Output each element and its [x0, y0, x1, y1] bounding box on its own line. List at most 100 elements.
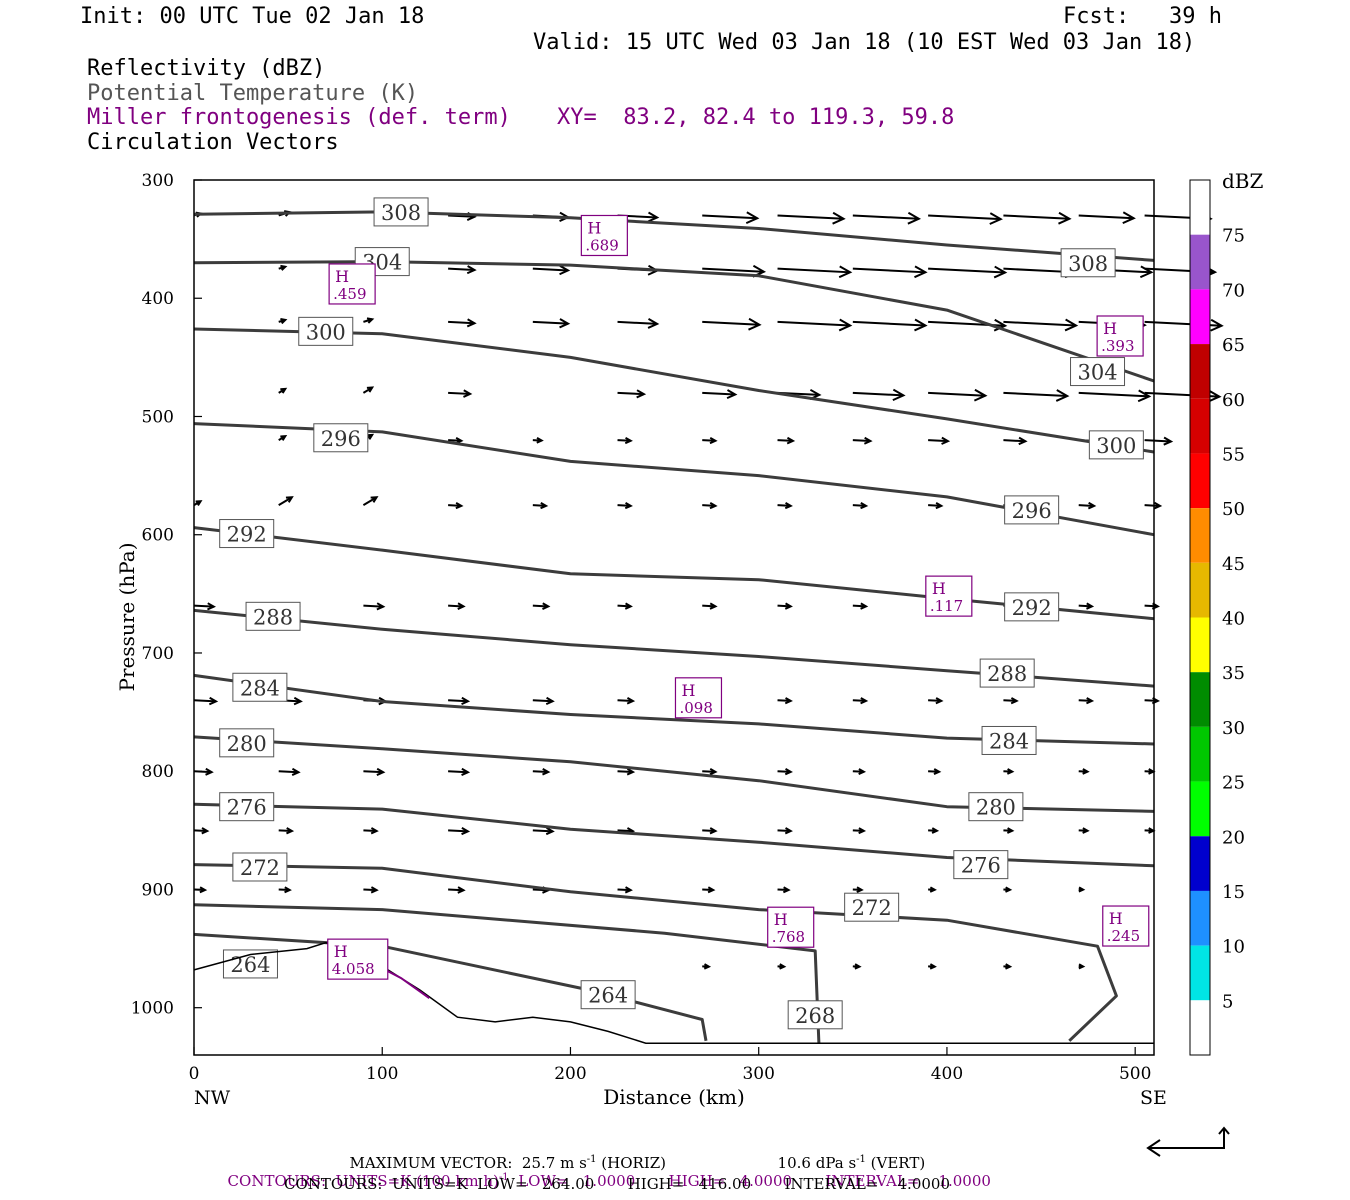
y-tick-label: 900 [142, 880, 174, 900]
frontogenesis-max-box [580, 214, 628, 257]
frontogenesis-max-label: H [681, 681, 695, 700]
contour-label-box [1070, 357, 1126, 387]
contours-fronto-b: LOW= 1.0000 HIGH= 4.0000 INTERVAL= 1.000… [508, 1172, 991, 1190]
contour-label-box [1060, 248, 1116, 278]
circulation-vector [617, 436, 633, 445]
colorbar-level: 30 [1222, 718, 1245, 739]
contour-label: 296 [1012, 499, 1052, 523]
circulation-vector [278, 827, 295, 835]
colorbar-segment [1190, 617, 1210, 673]
colorbar-level: 55 [1222, 444, 1245, 465]
colorbar-level: 25 [1222, 773, 1245, 794]
frontogenesis-max-value: .245 [1107, 927, 1140, 945]
colorbar-level: 60 [1222, 390, 1245, 411]
circulation-vector [702, 963, 712, 970]
circulation-vector [532, 437, 544, 444]
circulation-vector [448, 318, 477, 328]
contour-label: 304 [1077, 361, 1117, 385]
colorbar-segment [1190, 945, 1210, 1001]
circulation-vector [1078, 827, 1090, 834]
x-tick-label: 100 [366, 1064, 398, 1084]
colorbar-segment [1190, 398, 1210, 454]
circulation-vector [448, 265, 477, 275]
theta-contour-292 [193, 526, 1155, 621]
contours-fronto-a: CONTOURS: UNITS=K (100 km h) [227, 1172, 499, 1190]
circulation-vector [777, 501, 793, 510]
circulation-vector [1003, 211, 1072, 225]
x-end-label-left: NW [194, 1087, 231, 1109]
circulation-vector [617, 697, 636, 705]
x-end-label-right: SE [1140, 1087, 1167, 1109]
contours-theta-line: CONTOURS: UNITS=K LOW= 264.00 HIGH= 416.… [284, 1175, 950, 1193]
axes: 0 100 200 300 400 500 300 400 500 600 700 800 900 100… [131, 171, 1152, 1084]
circulation-vector [928, 501, 944, 510]
field-miller: Miller frontogenesis (def. term) [87, 105, 511, 130]
contours-fronto-exp: -1 [498, 1172, 509, 1183]
theta-contour-304 [193, 260, 1155, 383]
field-circulation: Circulation Vectors [87, 130, 339, 155]
circulation-vector [1144, 602, 1160, 610]
frontogenesis-max-box [1096, 315, 1144, 357]
circulation-vector [362, 496, 379, 507]
colorbar-level: 40 [1222, 609, 1245, 630]
circulation-vector [852, 886, 864, 893]
max-vector-text: MAXIMUM VECTOR: 25.7 m s [349, 1154, 587, 1172]
contour-label: 272 [240, 856, 280, 880]
contour-label-box [844, 892, 900, 922]
circulation-vector [777, 697, 793, 705]
colorbar-segment [1190, 508, 1210, 563]
colorbar-segment [1190, 726, 1210, 782]
contour-label: 288 [253, 605, 293, 629]
circulation-vector [1003, 886, 1013, 893]
circulation-vector [777, 602, 793, 610]
circulation-vector [928, 265, 1008, 279]
circulation-vector [1144, 697, 1160, 705]
circulation-vector [702, 827, 718, 835]
circulation-vector [852, 318, 928, 332]
circulation-vector [193, 827, 210, 835]
frontogenesis-max-box [328, 263, 376, 305]
circulation-vector [1144, 501, 1163, 510]
circulation-vector [702, 501, 718, 510]
circulation-vector [1144, 768, 1156, 775]
circulation-vector [448, 501, 464, 510]
circulation-vector [1003, 389, 1070, 402]
contour-label-box [979, 658, 1035, 688]
circulation-vector [1078, 886, 1086, 893]
contour-label: 264 [230, 953, 270, 977]
frontogenesis-max-label: H [1109, 909, 1123, 928]
circulation-vector [702, 211, 760, 225]
x-axis-title: Distance (km) [603, 1085, 745, 1109]
circulation-vector [617, 318, 660, 329]
circulation-vector [1078, 697, 1095, 705]
contour-label: 284 [989, 729, 1029, 753]
theta-contour-308 [193, 210, 1155, 262]
circulation-vector [852, 436, 873, 445]
colorbar-level: 15 [1222, 882, 1245, 903]
frontogenesis-max-value: .098 [679, 699, 712, 717]
frontogenesis-max-box [925, 575, 973, 617]
colorbar-level: 75 [1222, 226, 1245, 247]
dbz-colorbar: 5 10 15 20 25 30 35 40 45 50 55 60 65 70 75 [1189, 179, 1245, 1056]
contour-label: 264 [588, 984, 628, 1008]
circulation-vector [448, 389, 473, 398]
circulation-vector [777, 886, 791, 894]
max-vector-horiz: (HORIZ) [596, 1154, 667, 1172]
frontogenesis-max-value: .768 [772, 928, 805, 946]
circulation-vector [448, 696, 471, 706]
colorbar-level: 10 [1222, 937, 1245, 958]
circulation-vector [777, 436, 796, 445]
circulation-vector [617, 767, 636, 776]
circulation-vector [448, 602, 466, 610]
x-tick-label: 200 [554, 1064, 586, 1084]
y-tick-label: 300 [142, 171, 174, 191]
frontogenesis-max-label: H [774, 910, 788, 929]
circulation-vector [1003, 768, 1015, 775]
circulation-vector [777, 768, 793, 776]
x-tick-label: 300 [742, 1064, 774, 1084]
colorbar-level: 70 [1222, 280, 1245, 301]
circulation-vector [363, 602, 386, 611]
contour-label-box [1004, 592, 1060, 622]
frontogenesis-max-box [767, 906, 815, 948]
